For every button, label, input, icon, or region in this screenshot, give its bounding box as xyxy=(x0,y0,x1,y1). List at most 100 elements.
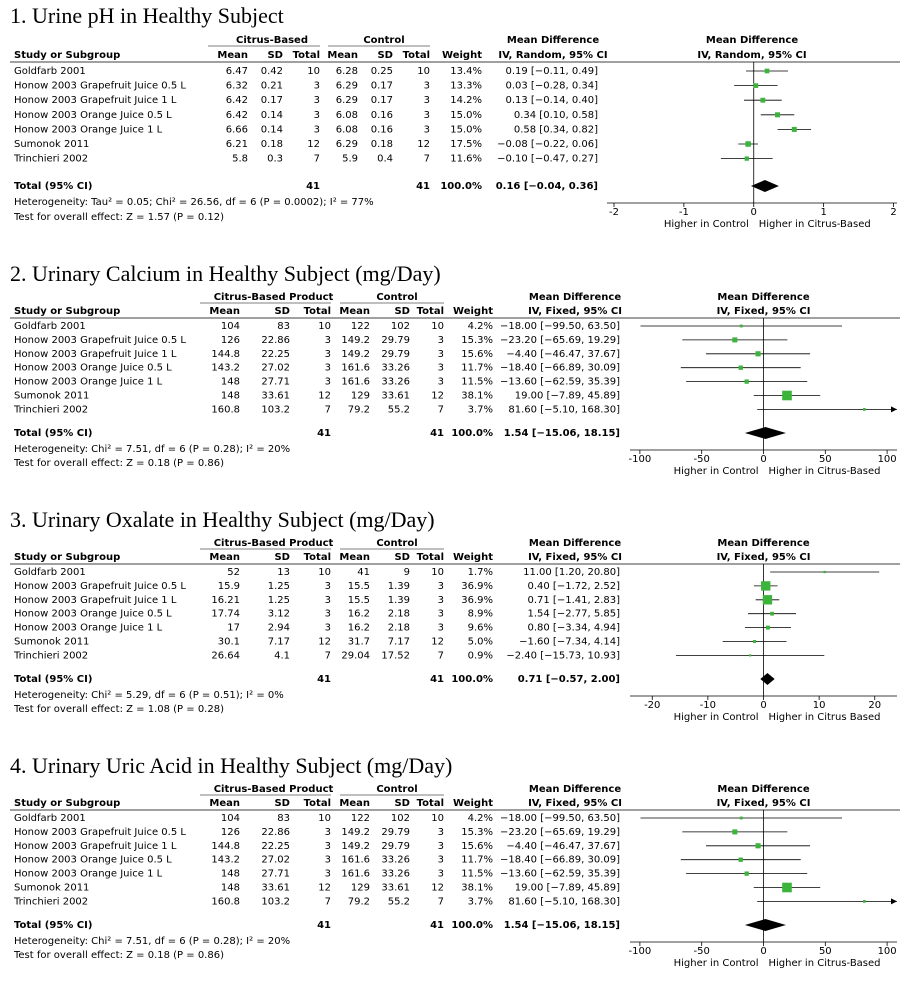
x-label: Higher in Citrus-Based xyxy=(759,219,871,230)
table-cell: 22.86 xyxy=(261,335,290,346)
table-cell: 0.14 xyxy=(261,110,283,121)
table-cell: 144.8 xyxy=(211,841,240,852)
x-tick-label: 100 xyxy=(878,454,897,465)
column-header: Weight xyxy=(453,552,493,563)
effect-square xyxy=(862,408,866,411)
total-n: 41 xyxy=(430,920,444,931)
table-cell: −13.60 [−62.59, 35.39] xyxy=(500,377,620,388)
table-cell: 160.8 xyxy=(211,896,240,907)
table-cell: 126 xyxy=(221,827,240,838)
panel-title: 1. Urine pH in Healthy Subject xyxy=(10,3,284,28)
study-name: Honow 2003 Orange Juice 0.5 L xyxy=(14,855,172,866)
column-header: Mean xyxy=(339,306,370,317)
table-cell: 0.03 [−0.28, 0.34] xyxy=(505,81,598,92)
table-cell: 55.2 xyxy=(388,896,410,907)
table-cell: 33.61 xyxy=(261,391,290,402)
table-cell: 12 xyxy=(318,391,331,402)
table-cell: 36.9% xyxy=(461,595,493,606)
table-cell: 0.16 xyxy=(371,124,393,135)
table-cell: 10 xyxy=(307,66,320,77)
column-header: Total xyxy=(293,50,320,61)
total-weight: 100.0% xyxy=(440,181,482,192)
table-cell: 7 xyxy=(325,896,331,907)
table-cell: 161.6 xyxy=(341,855,370,866)
column-header: Total xyxy=(403,50,430,61)
heterogeneity: Heterogeneity: Chi² = 7.51, df = 6 (P = … xyxy=(14,444,290,455)
table-cell: 9.6% xyxy=(468,623,493,634)
ci-header: Mean Difference xyxy=(529,538,621,549)
effect-square xyxy=(744,156,749,161)
table-cell: 3 xyxy=(325,827,331,838)
x-label: Higher in Control xyxy=(664,219,749,230)
table-cell: 33.61 xyxy=(381,883,410,894)
effect-square xyxy=(753,83,759,88)
effect-square xyxy=(739,324,743,328)
table-cell: 12 xyxy=(307,139,320,150)
table-cell: 6.42 xyxy=(226,95,248,106)
table-cell: 33.26 xyxy=(381,377,410,388)
column-header: Study or Subgroup xyxy=(14,798,120,809)
x-tick-label: 100 xyxy=(878,946,897,957)
x-label: Higher in Control xyxy=(674,958,759,969)
table-cell: 148 xyxy=(221,869,240,880)
panel-title: 4. Urinary Uric Acid in Healthy Subject … xyxy=(10,753,452,778)
table-cell: 6.21 xyxy=(226,139,248,150)
table-cell: 5.0% xyxy=(468,637,493,648)
study-name: Sumonok 2011 xyxy=(14,883,89,894)
x-tick-label: 2 xyxy=(890,207,896,218)
study-name: Honow 2003 Orange Juice 1 L xyxy=(14,124,163,135)
table-cell: 3 xyxy=(325,623,331,634)
table-cell: 0.40 [−1.72, 2.52] xyxy=(527,581,620,592)
effect-square xyxy=(732,337,738,343)
total-label: Total (95% CI) xyxy=(14,674,92,685)
x-tick-label: -1 xyxy=(679,207,689,218)
table-cell: 0.16 xyxy=(371,110,393,121)
table-cell: 33.26 xyxy=(381,363,410,374)
table-cell: 15.6% xyxy=(461,841,493,852)
table-cell: 27.02 xyxy=(261,363,290,374)
table-cell: 5.8 xyxy=(232,154,248,165)
table-cell: 0.42 xyxy=(261,66,283,77)
table-cell: 11.6% xyxy=(450,154,482,165)
table-cell: 0.25 xyxy=(371,66,393,77)
heterogeneity: Heterogeneity: Chi² = 7.51, df = 6 (P = … xyxy=(14,936,290,947)
column-header: SD xyxy=(394,798,410,809)
ci-method: IV, Random, 95% CI xyxy=(498,50,607,61)
table-cell: 1.54 [−2.77, 5.85] xyxy=(527,609,620,620)
overall-effect: Test for overall effect: Z = 1.57 (P = 0… xyxy=(13,212,224,223)
table-cell: 7.17 xyxy=(268,637,290,648)
table-cell: 15.3% xyxy=(461,827,493,838)
effect-square xyxy=(760,97,766,103)
table-cell: −1.60 [−7.34, 4.14] xyxy=(519,637,620,648)
total-n: 41 xyxy=(317,428,331,439)
column-header: SD xyxy=(377,50,393,61)
table-cell: 0.18 xyxy=(371,139,393,150)
table-cell: −23.20 [−65.69, 19.29] xyxy=(500,335,620,346)
table-cell: 122 xyxy=(351,321,370,332)
table-cell: 8.9% xyxy=(468,609,493,620)
table-cell: 148 xyxy=(221,883,240,894)
table-cell: 103.2 xyxy=(261,896,290,907)
column-header: Total xyxy=(304,798,331,809)
table-cell: 6.32 xyxy=(226,81,248,92)
study-name: Goldfarb 2001 xyxy=(14,66,86,77)
effect-square xyxy=(753,640,757,643)
table-cell: 29.79 xyxy=(381,335,410,346)
table-cell: 0.34 [0.10, 0.58] xyxy=(514,110,598,121)
effect-square xyxy=(765,625,770,630)
column-header: Weight xyxy=(453,798,493,809)
table-cell: 81.60 [−5.10, 168.30] xyxy=(508,896,620,907)
study-name: Honow 2003 Orange Juice 0.5 L xyxy=(14,110,172,121)
ci-arrow xyxy=(891,406,897,413)
table-cell: 15.5 xyxy=(348,581,370,592)
x-tick-label: -100 xyxy=(629,946,652,957)
table-cell: 3.7% xyxy=(468,896,493,907)
table-cell: 83 xyxy=(277,321,290,332)
table-cell: 148 xyxy=(221,391,240,402)
table-cell: 160.8 xyxy=(211,404,240,415)
table-cell: 6.29 xyxy=(336,95,358,106)
study-name: Honow 2003 Grapefruit Juice 0.5 L xyxy=(14,827,186,838)
total-n: 41 xyxy=(430,428,444,439)
ci-header: Mean Difference xyxy=(507,35,599,46)
total-diamond xyxy=(750,180,779,192)
